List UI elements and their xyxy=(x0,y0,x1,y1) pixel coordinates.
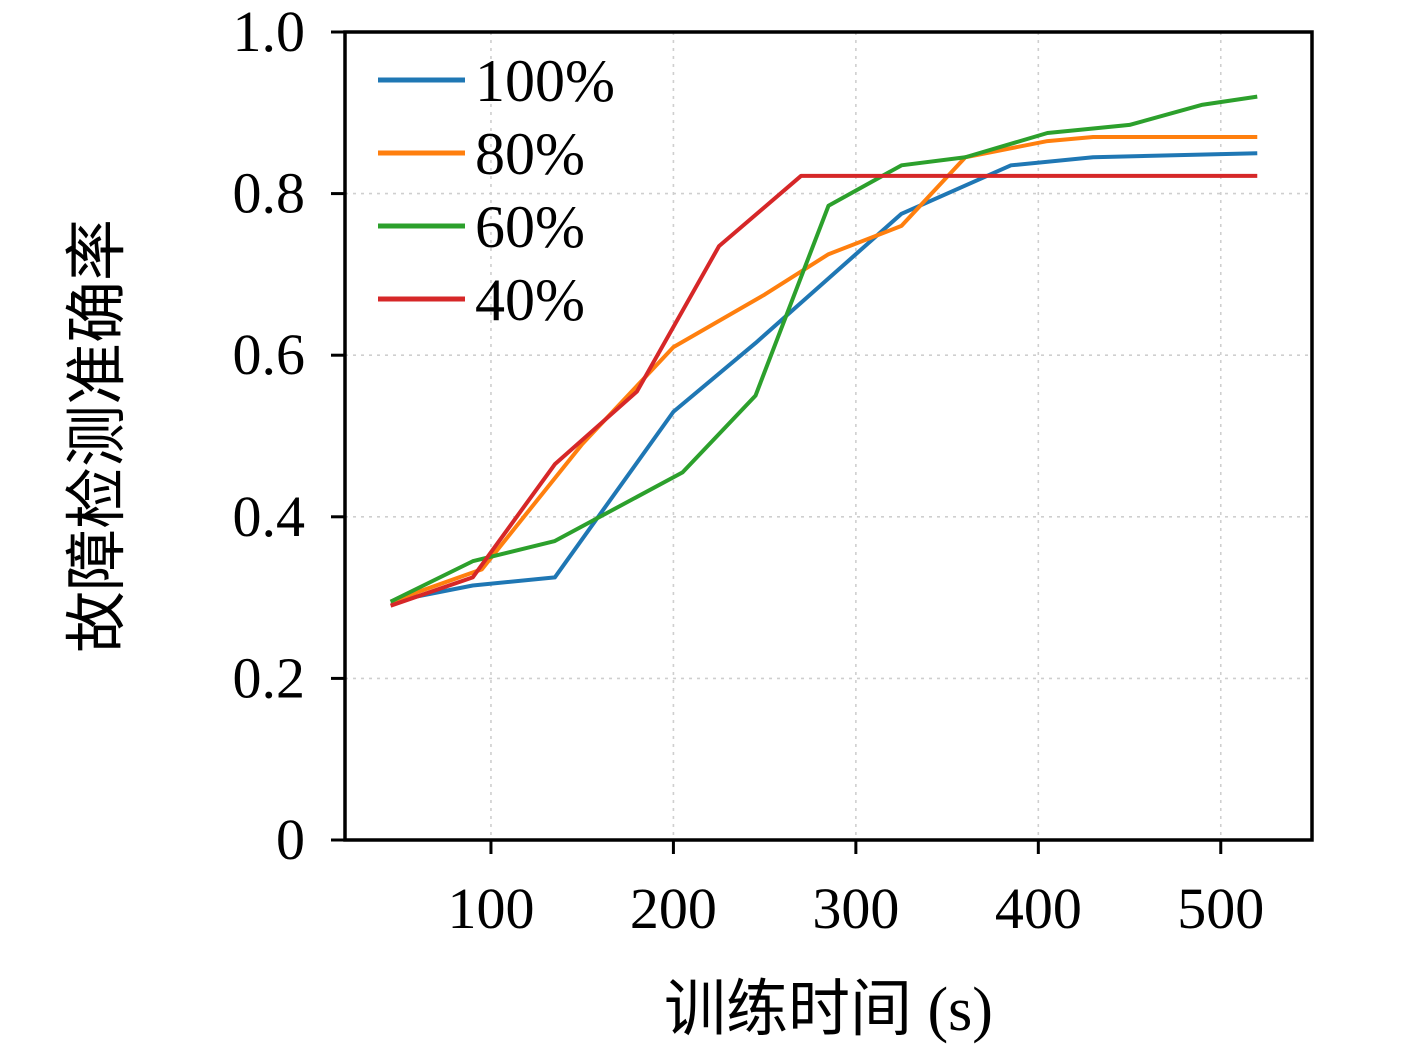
series-line-60% xyxy=(389,94,1258,604)
y-tick-label: 0.8 xyxy=(233,161,306,226)
legend-label-40%: 40% xyxy=(475,267,585,333)
legend-item-60%: 60% xyxy=(378,194,585,260)
legend-item-80%: 80% xyxy=(378,121,585,187)
y-tick-label: 0 xyxy=(276,807,305,872)
y-tick-label: 0.6 xyxy=(233,322,306,387)
y-tick-label: 0.2 xyxy=(233,645,306,710)
series-line-40% xyxy=(389,173,1258,608)
axis-ticks xyxy=(331,30,1223,854)
plot-border xyxy=(343,30,1314,842)
series-line-100% xyxy=(390,151,1258,604)
legend-label-100%: 100% xyxy=(475,48,615,114)
x-tick-label: 400 xyxy=(995,876,1082,941)
y-tick-label: 1.0 xyxy=(233,0,306,64)
x-tick-label: 100 xyxy=(447,876,534,941)
legend-item-40%: 40% xyxy=(378,267,585,333)
y-tick-label: 0.4 xyxy=(233,484,306,549)
legend: 100% 80% 60% 40% xyxy=(378,48,615,333)
legend-item-100%: 100% xyxy=(378,48,615,114)
x-tick-label: 500 xyxy=(1177,876,1264,941)
x-axis-label: 训练时间 (s) xyxy=(664,976,993,1044)
legend-label-80%: 80% xyxy=(475,121,585,187)
y-axis-label: 故障检测准确率 xyxy=(64,219,132,653)
x-tick-label: 300 xyxy=(812,876,899,941)
tick-labels: 100 200 300 400 500 0 0.2 0.4 0.6 0.8 1.0 xyxy=(233,0,1265,941)
series-lines xyxy=(389,94,1258,608)
x-tick-label: 200 xyxy=(630,876,717,941)
legend-label-60%: 60% xyxy=(475,194,585,260)
series-line-80% xyxy=(389,135,1258,604)
